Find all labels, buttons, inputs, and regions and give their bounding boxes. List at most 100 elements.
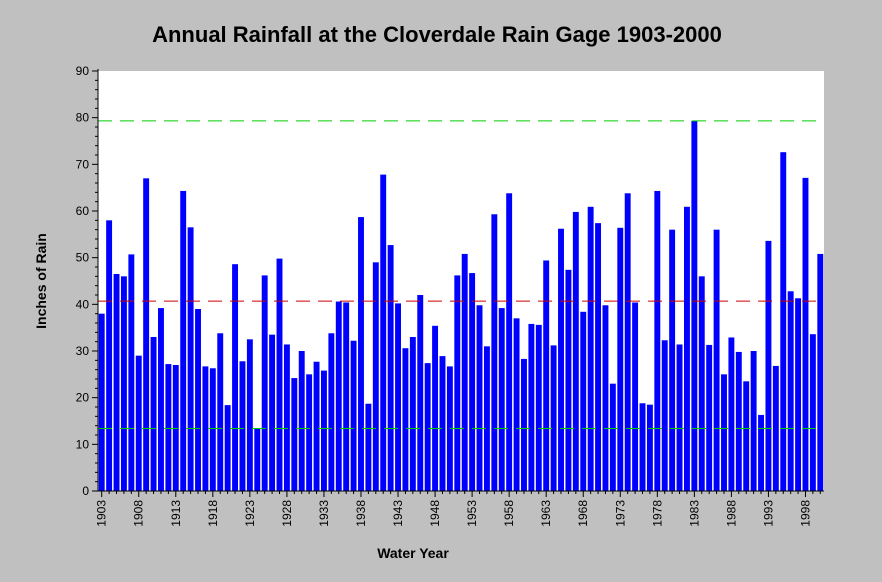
bar-1940: [372, 262, 379, 491]
y-tick-label-60: 60: [76, 204, 90, 218]
bar-1939: [365, 403, 372, 491]
y-tick-label-0: 0: [82, 484, 89, 498]
bar-1966: [565, 269, 572, 491]
bar-1983: [691, 120, 698, 492]
x-tick-label-1943: 1943: [391, 500, 405, 527]
bar-1936: [343, 302, 350, 491]
x-tick-label-1978: 1978: [650, 500, 664, 527]
bar-1931: [306, 374, 313, 491]
bar-1962: [535, 324, 542, 491]
x-tick-label-1923: 1923: [243, 500, 257, 527]
x-tick-label-1953: 1953: [465, 500, 479, 527]
y-tick-label-10: 10: [76, 437, 90, 451]
bar-1927: [276, 258, 283, 491]
y-tick-label-50: 50: [76, 251, 90, 265]
bar-1944: [402, 348, 409, 491]
bar-1926: [269, 334, 276, 491]
y-tick-label-70: 70: [76, 157, 90, 171]
x-tick-label-1993: 1993: [761, 500, 775, 527]
bar-1935: [335, 301, 342, 491]
bar-1975: [632, 302, 639, 491]
bar-1918: [209, 368, 216, 491]
bar-1980: [669, 229, 676, 492]
bar-1912: [165, 364, 172, 491]
bar-1946: [417, 295, 424, 491]
bar-1911: [158, 308, 164, 491]
bar-1932: [313, 361, 320, 491]
bar-2000: [817, 253, 824, 491]
bar-1959: [513, 318, 520, 491]
bar-1999: [809, 334, 816, 491]
axes-group: 0 10 20 30 40 50 60 70 80 90 1903 1908 1913 1918 1923 1…: [76, 64, 824, 527]
bar-1985: [706, 344, 713, 491]
bar-1945: [409, 337, 416, 491]
bar-1984: [698, 276, 705, 491]
bar-1953: [469, 273, 476, 491]
bar-1933: [320, 370, 327, 491]
bar-1969: [587, 206, 594, 492]
bar-1991: [750, 351, 757, 491]
bar-1907: [128, 254, 135, 491]
bar-1910: [150, 337, 157, 491]
x-tick-label-1918: 1918: [206, 500, 220, 527]
x-tick-label-1948: 1948: [428, 500, 442, 527]
x-tick-label-1968: 1968: [576, 500, 590, 527]
x-tick-label-1963: 1963: [539, 500, 553, 527]
bar-1968: [580, 311, 587, 491]
x-tick-label-1973: 1973: [613, 500, 627, 527]
bar-1974: [624, 193, 631, 491]
bar-1905: [113, 274, 120, 491]
bar-1948: [432, 325, 439, 491]
bar-1922: [239, 361, 246, 491]
x-tick-label-1988: 1988: [724, 500, 738, 527]
bar-1988: [728, 337, 735, 491]
bar-1986: [713, 229, 720, 492]
y-tick-label-40: 40: [76, 297, 90, 311]
bar-1906: [120, 276, 127, 491]
bar-1941: [380, 174, 387, 491]
bar-1963: [543, 260, 550, 491]
bar-1917: [202, 366, 209, 491]
bar-1998: [802, 177, 809, 491]
bar-1921: [232, 264, 239, 491]
bar-1929: [291, 378, 298, 491]
bar-1938: [358, 217, 364, 491]
bar-1924: [254, 428, 261, 491]
x-tick-label-1983: 1983: [687, 500, 701, 527]
chart-title: Annual Rainfall at the Cloverdale Rain G…: [152, 22, 722, 47]
reference-lines-group: [98, 120, 824, 429]
bar-1958: [506, 193, 513, 491]
bar-1956: [491, 214, 498, 491]
bar-1961: [528, 323, 535, 491]
y-tick-label-80: 80: [76, 111, 90, 125]
x-tick-label-1958: 1958: [502, 500, 516, 527]
bar-1903: [98, 313, 105, 491]
bar-1997: [795, 298, 802, 491]
bar-1995: [780, 152, 787, 491]
bar-1996: [787, 291, 794, 491]
y-tick-label-30: 30: [76, 344, 90, 358]
bar-1942: [387, 245, 394, 491]
bar-1925: [261, 275, 268, 491]
bar-1957: [498, 308, 505, 491]
bar-1951: [454, 275, 461, 491]
bar-1965: [558, 228, 564, 492]
bar-1947: [424, 363, 431, 491]
bar-1928: [283, 344, 290, 491]
bar-1923: [246, 339, 253, 491]
bar-1930: [298, 351, 305, 491]
bar-1950: [446, 366, 453, 491]
bar-1916: [195, 309, 201, 491]
x-tick-label-1913: 1913: [169, 500, 183, 527]
bar-1915: [187, 227, 194, 491]
bar-1943: [395, 303, 401, 491]
bar-1973: [617, 227, 624, 492]
bar-1954: [476, 305, 483, 491]
x-tick-label-1998: 1998: [798, 500, 812, 527]
bar-1952: [461, 253, 468, 491]
y-tick-label-90: 90: [76, 64, 90, 78]
bar-1982: [683, 206, 690, 492]
bar-1955: [483, 346, 490, 491]
bar-1972: [609, 383, 616, 491]
